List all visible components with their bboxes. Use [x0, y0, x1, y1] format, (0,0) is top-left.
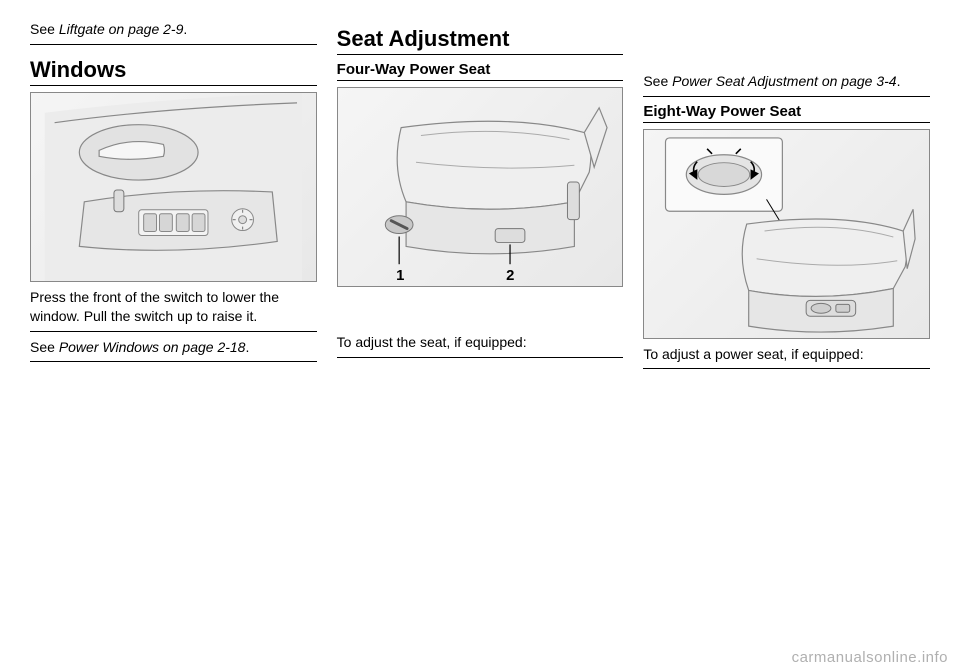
ref-link: Liftgate on page 2-9 [59, 21, 184, 37]
seat-adjustment-heading: Seat Adjustment [337, 26, 624, 55]
ref-prefix: See [643, 73, 672, 89]
ref-link: Power Seat Adjustment on page 3-4 [672, 73, 896, 89]
ref-prefix: See [30, 21, 59, 37]
manual-page: See Liftgate on page 2-9. Windows [0, 0, 960, 672]
power-windows-ref: See Power Windows on page 2-18. [30, 338, 317, 363]
ref-suffix: . [183, 21, 187, 37]
ref-suffix: . [897, 73, 901, 89]
windows-body: Press the front of the switch to lower t… [30, 288, 317, 332]
watermark: carmanualsonline.info [792, 649, 948, 666]
eight-way-body: To adjust a power seat, if equipped: [643, 345, 930, 370]
four-way-subheading: Four-Way Power Seat [337, 61, 624, 81]
four-way-body: To adjust the seat, if equipped: [337, 333, 624, 358]
four-way-figure: 1 2 [337, 87, 624, 287]
column-2: Seat Adjustment Four-Way Power Seat [337, 20, 624, 652]
svg-text:2: 2 [506, 268, 514, 284]
ref-prefix: See [30, 339, 59, 355]
eight-way-figure [643, 129, 930, 339]
ref-link: Power Windows on page 2-18 [59, 339, 246, 355]
liftgate-ref: See Liftgate on page 2-9. [30, 20, 317, 45]
eight-way-subheading: Eight-Way Power Seat [643, 103, 930, 123]
svg-text:1: 1 [396, 268, 404, 284]
power-seat-ref: See Power Seat Adjustment on page 3-4. [643, 72, 930, 97]
ref-suffix: . [245, 339, 249, 355]
windows-heading: Windows [30, 57, 317, 86]
column-3: See Power Seat Adjustment on page 3-4. E… [643, 20, 930, 652]
column-1: See Liftgate on page 2-9. Windows [30, 20, 317, 652]
windows-figure [30, 92, 317, 282]
